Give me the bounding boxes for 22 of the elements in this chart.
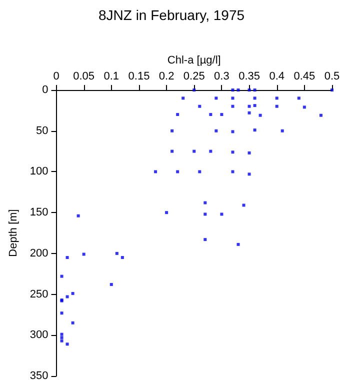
y-tick-label: 50 xyxy=(36,124,48,137)
y-axis-title: Depth [m] xyxy=(8,209,20,257)
x-tick-label: 0.5 xyxy=(324,70,340,82)
x-tick-label: 0.4 xyxy=(269,70,284,82)
y-tick-label: 200 xyxy=(30,247,48,260)
y-tick-label: 250 xyxy=(30,288,48,300)
x-tick-label: 0.35 xyxy=(238,70,260,82)
x-tick-label: 0.2 xyxy=(158,70,174,82)
y-tick-label: 150 xyxy=(30,206,48,219)
x-tick-label: 0.1 xyxy=(104,70,120,82)
x-tick-label: 0 xyxy=(53,70,60,82)
x-tick-label: 0.45 xyxy=(294,70,316,82)
x-tick-label: 0.25 xyxy=(183,70,205,82)
x-tick-label: 0.05 xyxy=(73,70,95,82)
x-tick-label: 0.15 xyxy=(128,70,150,82)
y-tick-label: 0 xyxy=(42,84,48,96)
x-axis-title: Chl-a [µg/l] xyxy=(167,54,221,67)
y-tick-label: 350 xyxy=(30,370,48,382)
x-tick-label: 0.3 xyxy=(214,70,230,82)
y-tick-label: 300 xyxy=(30,329,48,342)
y-tick-label: 100 xyxy=(30,166,48,178)
chart-title: 8JNZ in February, 1975 xyxy=(98,7,245,23)
